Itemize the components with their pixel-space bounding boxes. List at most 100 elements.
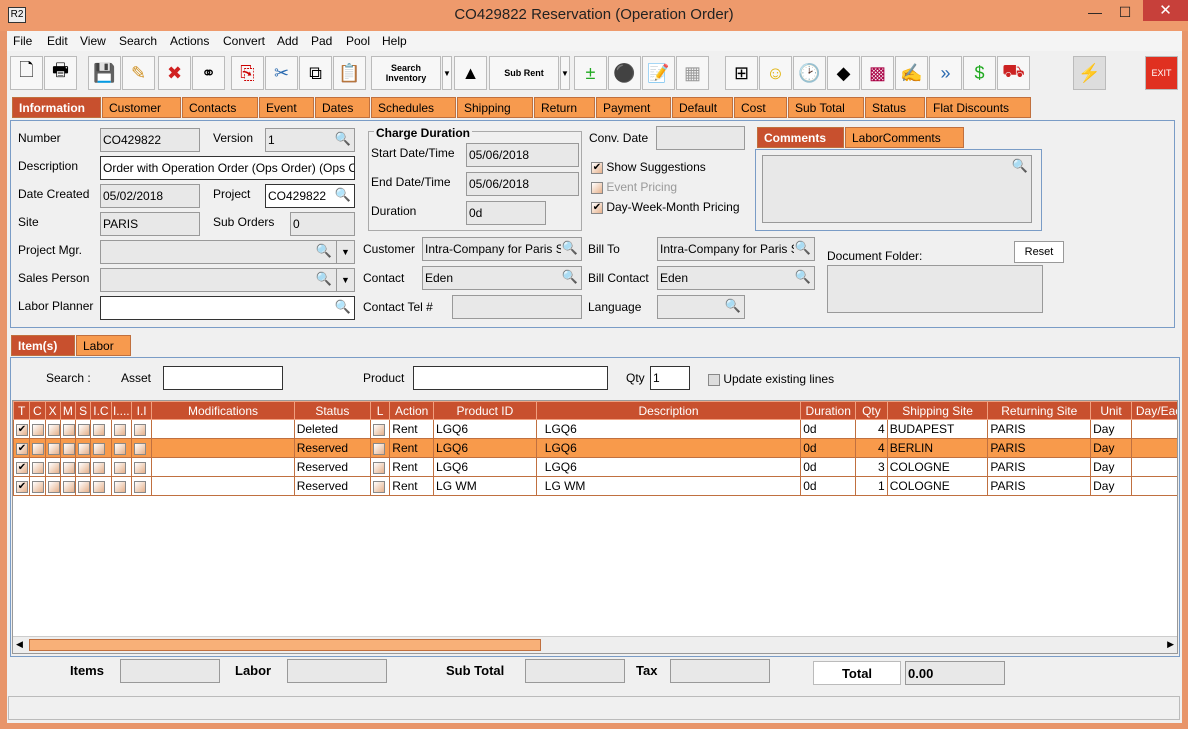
tab-event[interactable]: Event [259,97,314,118]
row-checkbox-cell[interactable] [90,438,112,458]
checkbox[interactable] [93,461,106,474]
table-row[interactable]: ✔ Deleted Rent LGQ6 LGQ6 0d 4 BUDAPEST PARIS Day [13,419,1177,439]
column-header[interactable]: X [44,401,61,420]
chevron-down-icon[interactable]: ▼ [336,269,354,291]
search-icon[interactable]: 🔍 [334,299,351,314]
checkbox[interactable] [62,480,75,493]
checkbox[interactable] [32,423,44,436]
checkbox[interactable] [62,423,75,436]
checkbox[interactable] [372,480,385,493]
row-checkbox-cell[interactable] [110,457,132,477]
checkbox[interactable] [78,423,90,436]
row-checkbox-cell[interactable] [90,457,112,477]
chevron-down-icon[interactable]: ▼ [336,241,354,263]
menu-edit[interactable]: Edit [47,34,68,48]
money-icon[interactable]: $ [963,56,996,90]
search-icon[interactable]: 🔍 [561,240,578,255]
checkbox[interactable]: ✔ [16,442,28,455]
shapes-icon[interactable]: ▲ [454,56,487,90]
l-checkbox-cell[interactable] [369,438,391,458]
start-date-field[interactable]: 05/06/2018 [466,143,579,167]
bill-to-field[interactable]: Intra-Company for Paris Site🔍 [657,237,815,261]
qty-input[interactable]: 1 [650,366,690,390]
project-mgr-field[interactable]: 🔍 ▼ [100,240,355,264]
row-checkbox-cell[interactable]: ✔ [13,457,31,477]
eraser-icon[interactable]: ◆ [827,56,860,90]
column-header[interactable]: Status [293,401,371,420]
menu-help[interactable]: Help [382,34,407,48]
search-icon[interactable]: 🔍 [561,269,578,284]
schedule-icon[interactable]: 🕑 [793,56,826,90]
checkbox[interactable] [372,423,385,436]
row-checkbox-cell[interactable] [59,438,77,458]
tab-sub-total[interactable]: Sub Total [788,97,864,118]
language-field[interactable]: 🔍 [657,295,745,319]
tab-payment[interactable]: Payment [596,97,671,118]
duration-field[interactable]: 0d [466,201,546,225]
checkbox[interactable] [32,442,44,455]
row-checkbox-cell[interactable] [75,419,92,439]
search-inventory-dropdown[interactable]: ▼ [442,56,452,90]
row-checkbox-cell[interactable] [29,438,46,458]
row-checkbox-cell[interactable] [110,476,132,496]
tab-comments[interactable]: Comments [757,127,844,148]
checkbox[interactable] [93,442,106,455]
row-checkbox-cell[interactable] [44,476,61,496]
search-inventory-button[interactable]: Search Inventory [371,56,441,90]
tab-items[interactable]: Item(s) [11,335,75,356]
menu-pool[interactable]: Pool [346,34,371,48]
row-checkbox-cell[interactable]: ✔ [13,438,31,458]
cubes-icon[interactable]: ▩ [861,56,894,90]
project-field[interactable]: CO429822 🔍 [265,184,355,208]
row-checkbox-cell[interactable] [44,419,61,439]
paste-icon[interactable]: 📋 [333,56,366,90]
column-header[interactable]: Day/Each [1130,401,1177,420]
truck-icon[interactable]: ⛟ [997,56,1030,90]
site-field[interactable]: PARIS [100,212,200,236]
row-checkbox-cell[interactable] [75,438,92,458]
row-checkbox-cell[interactable] [110,419,132,439]
checkbox[interactable] [93,423,106,436]
contact-field[interactable]: Eden 🔍 [422,266,582,290]
column-header[interactable]: I.... [110,401,132,420]
description-field[interactable]: Order with Operation Order (Ops Order) (… [100,156,355,180]
menu-convert[interactable]: Convert [223,34,266,48]
row-checkbox-cell[interactable] [59,419,77,439]
sub-rent-dropdown[interactable]: ▼ [560,56,570,90]
column-header[interactable]: Shipping Site [886,401,989,420]
show-suggestions-checkbox[interactable]: ✔ Show Suggestions [591,160,706,174]
column-header[interactable]: Duration [800,401,857,420]
table-row[interactable]: ✔ Reserved Rent LG WM LG WM 0d 1 COLOGNE PARIS Da… [13,476,1177,496]
comments-textarea[interactable]: 🔍 [762,155,1032,223]
horizontal-scrollbar[interactable]: ◀ ▶ [13,636,1177,653]
search-icon[interactable]: 🔍 [724,298,741,313]
tab-return[interactable]: Return [534,97,595,118]
column-header[interactable]: C [29,401,46,420]
column-header[interactable]: I.I [130,401,153,420]
sales-person-field[interactable]: 🔍 ▼ [100,268,355,292]
lightning-icon[interactable]: ⚡ [1073,56,1106,90]
dwm-pricing-checkbox[interactable]: ✔ Day-Week-Month Pricing [591,200,740,214]
edit-pencil-icon[interactable]: ✎ [122,56,155,90]
copy-icon[interactable]: ⧉ [299,56,332,90]
checkbox[interactable] [62,442,75,455]
calculator-icon[interactable]: ▦ [676,56,709,90]
menu-pad[interactable]: Pad [311,34,333,48]
tab-contacts[interactable]: Contacts [182,97,258,118]
checkbox[interactable] [113,423,126,436]
row-checkbox-cell[interactable] [130,476,153,496]
checkbox[interactable] [62,461,75,474]
search-icon[interactable]: 🔍 [1011,158,1028,173]
checkbox[interactable] [113,480,126,493]
row-checkbox-cell[interactable] [29,476,46,496]
column-header[interactable]: Product ID [433,401,537,420]
row-checkbox-cell[interactable] [29,419,46,439]
column-header[interactable]: M [59,401,77,420]
scrollbar-thumb[interactable] [29,639,541,651]
checkbox[interactable] [113,461,126,474]
contact-tel-field[interactable] [452,295,582,319]
tab-shipping[interactable]: Shipping [457,97,533,118]
delete-icon[interactable]: ✖ [158,56,191,90]
menu-actions[interactable]: Actions [170,34,210,48]
row-checkbox-cell[interactable] [44,457,61,477]
